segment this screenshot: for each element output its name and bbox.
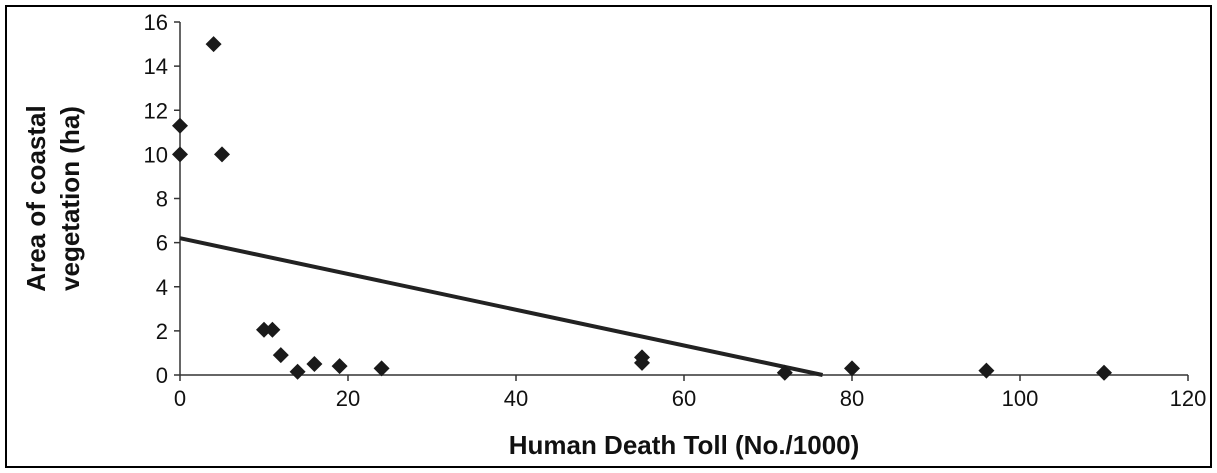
y-tick-label: 6 xyxy=(156,231,168,256)
y-axis-title-line-2: vegetation (ha) xyxy=(55,106,85,291)
data-point xyxy=(331,358,348,375)
data-points xyxy=(172,36,1112,381)
x-tick-label: 60 xyxy=(672,386,696,411)
y-axis-ticks: 0 2 4 6 8 10 12 14 16 xyxy=(144,10,180,388)
data-point xyxy=(172,117,188,134)
trendline xyxy=(179,236,824,377)
y-tick-label: 8 xyxy=(156,187,168,212)
data-point xyxy=(205,36,222,53)
data-point xyxy=(256,321,272,338)
x-axis-ticks: 0 20 40 60 80 100 120 xyxy=(174,375,1206,411)
y-tick-label: 16 xyxy=(144,10,168,35)
data-point xyxy=(306,355,323,372)
x-axis-title: Human Death Toll (No./1000) xyxy=(509,430,860,460)
data-point xyxy=(1096,364,1112,381)
y-tick-label: 14 xyxy=(144,54,168,79)
x-tick-label: 120 xyxy=(1170,386,1207,411)
data-point xyxy=(978,362,995,379)
data-point xyxy=(844,360,860,377)
x-tick-label: 0 xyxy=(174,386,186,411)
y-tick-label: 10 xyxy=(144,142,168,167)
chart-frame: 0 2 4 6 8 10 12 14 16 0 20 40 60 80 100 120 Human Deat… xyxy=(5,5,1212,468)
data-point xyxy=(634,354,650,371)
data-point xyxy=(289,363,306,380)
y-tick-label: 0 xyxy=(156,363,168,388)
x-tick-label: 80 xyxy=(840,386,864,411)
data-point xyxy=(264,321,281,338)
data-point xyxy=(172,146,188,163)
x-tick-label: 100 xyxy=(1002,386,1039,411)
x-tick-label: 20 xyxy=(336,386,360,411)
x-tick-label: 40 xyxy=(504,386,528,411)
data-point xyxy=(214,146,230,163)
data-point xyxy=(373,360,390,377)
scatter-chart: 0 2 4 6 8 10 12 14 16 0 20 40 60 80 100 120 Human Deat… xyxy=(21,10,1206,460)
y-tick-label: 12 xyxy=(144,98,168,123)
data-point xyxy=(272,347,289,364)
y-tick-label: 4 xyxy=(156,275,168,300)
y-tick-label: 2 xyxy=(156,319,168,344)
y-axis-title-line-1: Area of coastal xyxy=(21,105,51,291)
data-point xyxy=(776,364,793,381)
